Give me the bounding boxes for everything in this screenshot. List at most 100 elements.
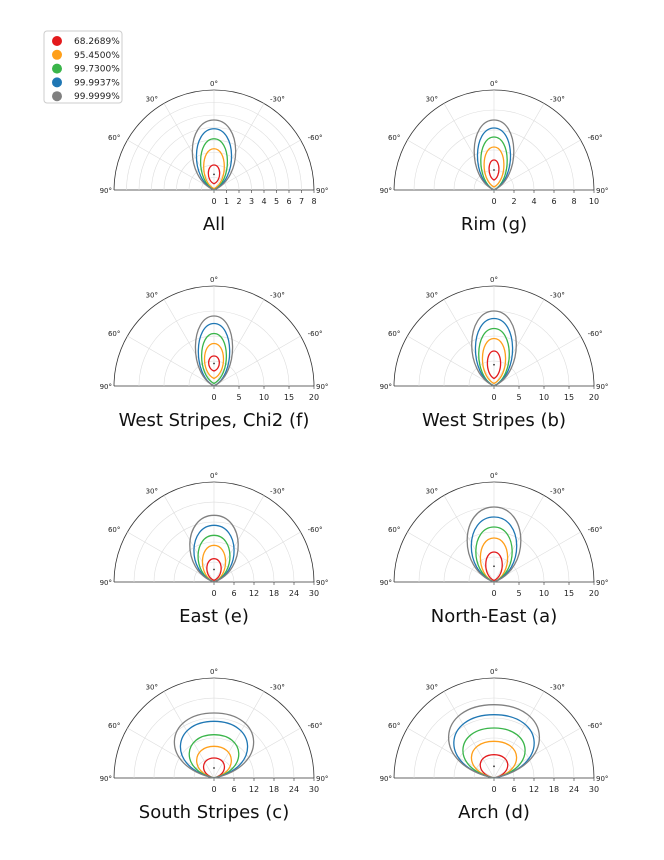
radial-tick-label: 8 (311, 197, 316, 206)
radial-tick-label: 12 (249, 785, 259, 794)
radial-tick-label: 30 (309, 785, 319, 794)
contour-line (473, 119, 515, 191)
contour-line (173, 712, 255, 779)
angle-label: 90° (380, 383, 392, 391)
contour-line (483, 146, 505, 188)
angle-label: -60° (308, 134, 323, 142)
polar-panel: 0° 30° -30° 60° -60° 90° 90° 0 6 12 18 24 30 Arch (d) (380, 668, 609, 823)
angle-label: -30° (270, 487, 285, 495)
grid-spoke (127, 531, 215, 583)
contour-line (466, 506, 522, 583)
polar-panel: 0° 30° -30° 60° -60° 90° 90° 0 6 12 18 24 30 South St… (100, 668, 329, 823)
grid-spoke (213, 531, 301, 583)
contour-line (470, 740, 518, 779)
contour-line (196, 745, 232, 779)
contour-line (481, 337, 507, 385)
grid-spoke (493, 691, 545, 779)
center-marker (493, 169, 495, 171)
angle-label: -30° (550, 95, 565, 103)
grid-spoke (163, 495, 215, 583)
radial-tick-label: 20 (309, 393, 319, 402)
angle-label: -60° (308, 526, 323, 534)
radial-tick-label: 8 (571, 197, 576, 206)
polar-panel: 0° 30° -30° 60° -60° 90° 90° 0 5 10 15 20 West Strip… (100, 276, 329, 431)
contour-line (453, 714, 535, 779)
radial-tick-label: 5 (274, 197, 279, 206)
angle-label: 90° (100, 383, 112, 391)
polar-panel: 0° 30° -30° 60° -60° 90° 90° 0 6 12 18 24 30 East (e) (100, 472, 329, 627)
radial-tick-label: 24 (569, 785, 579, 794)
angle-label: 30° (146, 487, 158, 495)
contour-line (486, 350, 502, 380)
angle-label: -60° (588, 722, 603, 730)
contour-line (207, 164, 221, 185)
radial-tick-label: 20 (589, 393, 599, 402)
grid-spoke (163, 691, 215, 779)
radial-tick-label: 12 (529, 785, 539, 794)
angle-label: 0° (490, 276, 498, 284)
angle-label: 90° (380, 579, 392, 587)
angle-label: 90° (596, 383, 608, 391)
grid-spoke (443, 299, 495, 387)
radial-tick-label: 6 (231, 785, 236, 794)
contour-line (201, 544, 227, 583)
radial-tick-label: 5 (516, 589, 521, 598)
radial-tick-label: 15 (564, 589, 574, 598)
angle-label: -60° (588, 526, 603, 534)
radial-tick-label: 12 (249, 589, 259, 598)
angle-label: -60° (308, 722, 323, 730)
radial-tick-label: 15 (284, 393, 294, 402)
radial-tick-label: 18 (549, 785, 559, 794)
contour-line (207, 355, 221, 372)
radial-tick-label: 30 (309, 589, 319, 598)
legend-marker (52, 63, 62, 74)
grid-spoke (163, 103, 215, 191)
grid-spoke (407, 139, 495, 191)
angle-label: 30° (146, 291, 158, 299)
legend-label: 99.9937% (74, 78, 120, 88)
polar-panel: 0° 30° -30° 60° -60° 90° 90° 0 5 10 15 20 North-East… (380, 472, 609, 627)
polar-panel: 0° 30° -30° 60° -60° 90° 90° 0 5 10 15 20 West Strip… (380, 276, 609, 431)
contour-line (476, 127, 512, 191)
radial-tick-label: 18 (269, 589, 279, 598)
radial-tick-label: 30 (589, 785, 599, 794)
panel-caption: Arch (d) (458, 802, 530, 823)
angle-label: 30° (426, 95, 438, 103)
angle-label: 0° (490, 668, 498, 676)
radial-tick-label: 10 (589, 197, 599, 206)
panel-caption: West Stripes, Chi2 (f) (119, 410, 310, 431)
radial-tick-label: 4 (261, 197, 266, 206)
radial-tick-label: 5 (236, 393, 241, 402)
angle-label: 0° (210, 276, 218, 284)
contour-line (479, 537, 509, 583)
polar-panel: 0° 30° -30° 60° -60° 90° 90° 0 2 4 6 8 10 Rim (g) (380, 80, 609, 235)
grid-spoke (213, 335, 301, 387)
angle-label: 60° (388, 722, 400, 730)
angle-label: 90° (380, 775, 392, 783)
contour-line (197, 322, 231, 387)
grid-spoke (213, 103, 265, 191)
angle-label: 30° (146, 95, 158, 103)
contour-line (479, 754, 509, 779)
radial-tick-label: 0 (491, 589, 496, 598)
angle-label: 60° (108, 330, 120, 338)
angle-label: -30° (550, 683, 565, 691)
angle-label: 90° (380, 187, 392, 195)
contour-line (475, 526, 513, 583)
grid-spoke (213, 139, 301, 191)
panel-caption: North-East (a) (431, 606, 557, 627)
radial-tick-label: 10 (259, 393, 269, 402)
legend-marker (52, 49, 62, 60)
panel-caption: South Stripes (c) (139, 802, 289, 823)
contour-line (474, 317, 514, 387)
angle-label: 90° (316, 579, 328, 587)
legend-marker (52, 77, 62, 88)
radial-tick-label: 0 (491, 785, 496, 794)
radial-tick-label: 6 (286, 197, 291, 206)
panel-caption: East (e) (179, 606, 249, 627)
angle-label: 60° (108, 526, 120, 534)
center-marker (493, 363, 495, 366)
center-marker (213, 173, 215, 176)
contour-line (197, 534, 231, 583)
grid-spoke (213, 299, 265, 387)
